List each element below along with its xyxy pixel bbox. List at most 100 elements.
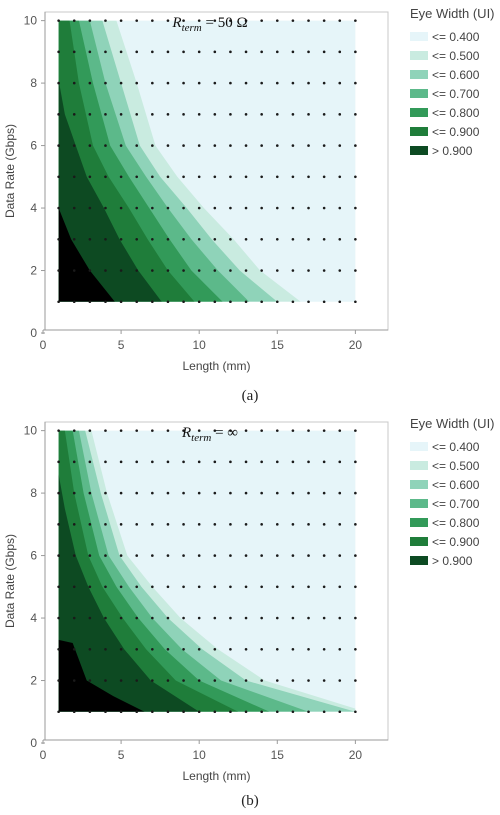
sample-point <box>119 491 123 495</box>
contour-region-level-7 <box>58 79 162 302</box>
sample-point <box>229 523 232 526</box>
sample-point <box>275 144 279 147</box>
legend-swatch <box>410 108 428 117</box>
sample-point <box>182 523 185 526</box>
sample-point <box>182 175 185 179</box>
sample-point <box>151 81 154 85</box>
sample-point <box>151 710 154 714</box>
sample-point <box>229 616 232 620</box>
sample-point <box>307 81 310 85</box>
sample-point <box>229 81 232 85</box>
sample-point <box>88 429 92 432</box>
sample-point <box>104 144 107 147</box>
sample-point <box>213 710 217 714</box>
sample-point <box>354 19 357 22</box>
sample-point <box>151 19 154 22</box>
sample-point <box>119 175 123 179</box>
sample-point <box>322 585 326 589</box>
sample-point <box>354 523 357 526</box>
sample-point <box>244 585 248 589</box>
sample-point <box>244 19 248 22</box>
sample-point <box>57 50 60 54</box>
sample-point <box>338 300 342 304</box>
sample-point <box>197 144 201 147</box>
sample-point <box>88 237 92 241</box>
sample-point <box>119 585 123 589</box>
sample-point <box>104 710 107 714</box>
sample-point <box>72 554 76 557</box>
x-tick-label: 0 <box>40 748 47 762</box>
sample-point <box>182 300 185 304</box>
sample-point <box>322 460 326 464</box>
sample-point <box>57 647 60 651</box>
sample-point <box>307 113 310 116</box>
legend-label: <= 0.500 <box>432 459 480 473</box>
sample-point <box>57 523 60 526</box>
sample-point <box>213 19 217 22</box>
sample-point <box>275 460 279 464</box>
sample-point <box>260 647 263 651</box>
sample-point <box>275 554 279 557</box>
sample-point <box>104 269 107 272</box>
sample-point <box>338 175 342 179</box>
legend-label: <= 0.500 <box>432 49 480 63</box>
y-tick-label: 8 <box>30 486 37 500</box>
sample-point <box>260 113 263 116</box>
sample-point <box>57 429 60 432</box>
sample-point <box>72 206 76 210</box>
sample-point <box>338 81 342 85</box>
sample-point <box>166 491 170 495</box>
sample-point <box>135 491 139 495</box>
sample-point <box>244 460 248 464</box>
sample-point <box>229 269 232 272</box>
sample-point <box>354 491 357 495</box>
sample-point <box>260 19 263 22</box>
sample-point <box>275 300 279 304</box>
sample-point <box>151 616 154 620</box>
sample-point <box>229 237 232 241</box>
sample-point <box>197 429 201 432</box>
sample-point <box>260 585 263 589</box>
sample-point <box>166 554 170 557</box>
y-tick-label: 4 <box>30 611 37 625</box>
sample-point <box>182 554 185 557</box>
legend-swatch <box>410 70 428 79</box>
sample-point <box>151 206 154 210</box>
sample-point <box>72 50 76 54</box>
sample-point <box>244 616 248 620</box>
sample-point <box>229 460 232 464</box>
sample-point <box>338 50 342 54</box>
sample-point <box>119 206 123 210</box>
sample-point <box>151 679 154 682</box>
sample-point <box>197 19 201 22</box>
sample-point <box>57 237 60 241</box>
sample-point <box>213 616 217 620</box>
sample-point <box>88 460 92 464</box>
sample-point <box>57 491 60 495</box>
legend-label: <= 0.900 <box>432 535 480 549</box>
sample-point <box>229 679 232 682</box>
sample-point <box>291 710 295 714</box>
sample-point <box>88 585 92 589</box>
sample-point <box>291 144 295 147</box>
sample-point <box>291 237 295 241</box>
sample-point <box>322 616 326 620</box>
sample-point <box>307 269 310 272</box>
sample-point <box>322 50 326 54</box>
sample-point <box>322 113 326 116</box>
caption-a: (a) <box>241 388 259 404</box>
sample-point <box>72 679 76 682</box>
sample-point <box>275 81 279 85</box>
sample-point <box>135 269 139 272</box>
sample-point <box>135 429 139 432</box>
sample-point <box>72 269 76 272</box>
sample-point <box>135 523 139 526</box>
sample-point <box>260 81 263 85</box>
sample-point <box>322 269 326 272</box>
sample-point <box>275 269 279 272</box>
legend-label: <= 0.900 <box>432 125 480 139</box>
sample-point <box>260 429 263 432</box>
x-tick-label: 5 <box>118 338 125 352</box>
sample-point <box>119 616 123 620</box>
sample-point <box>213 50 217 54</box>
